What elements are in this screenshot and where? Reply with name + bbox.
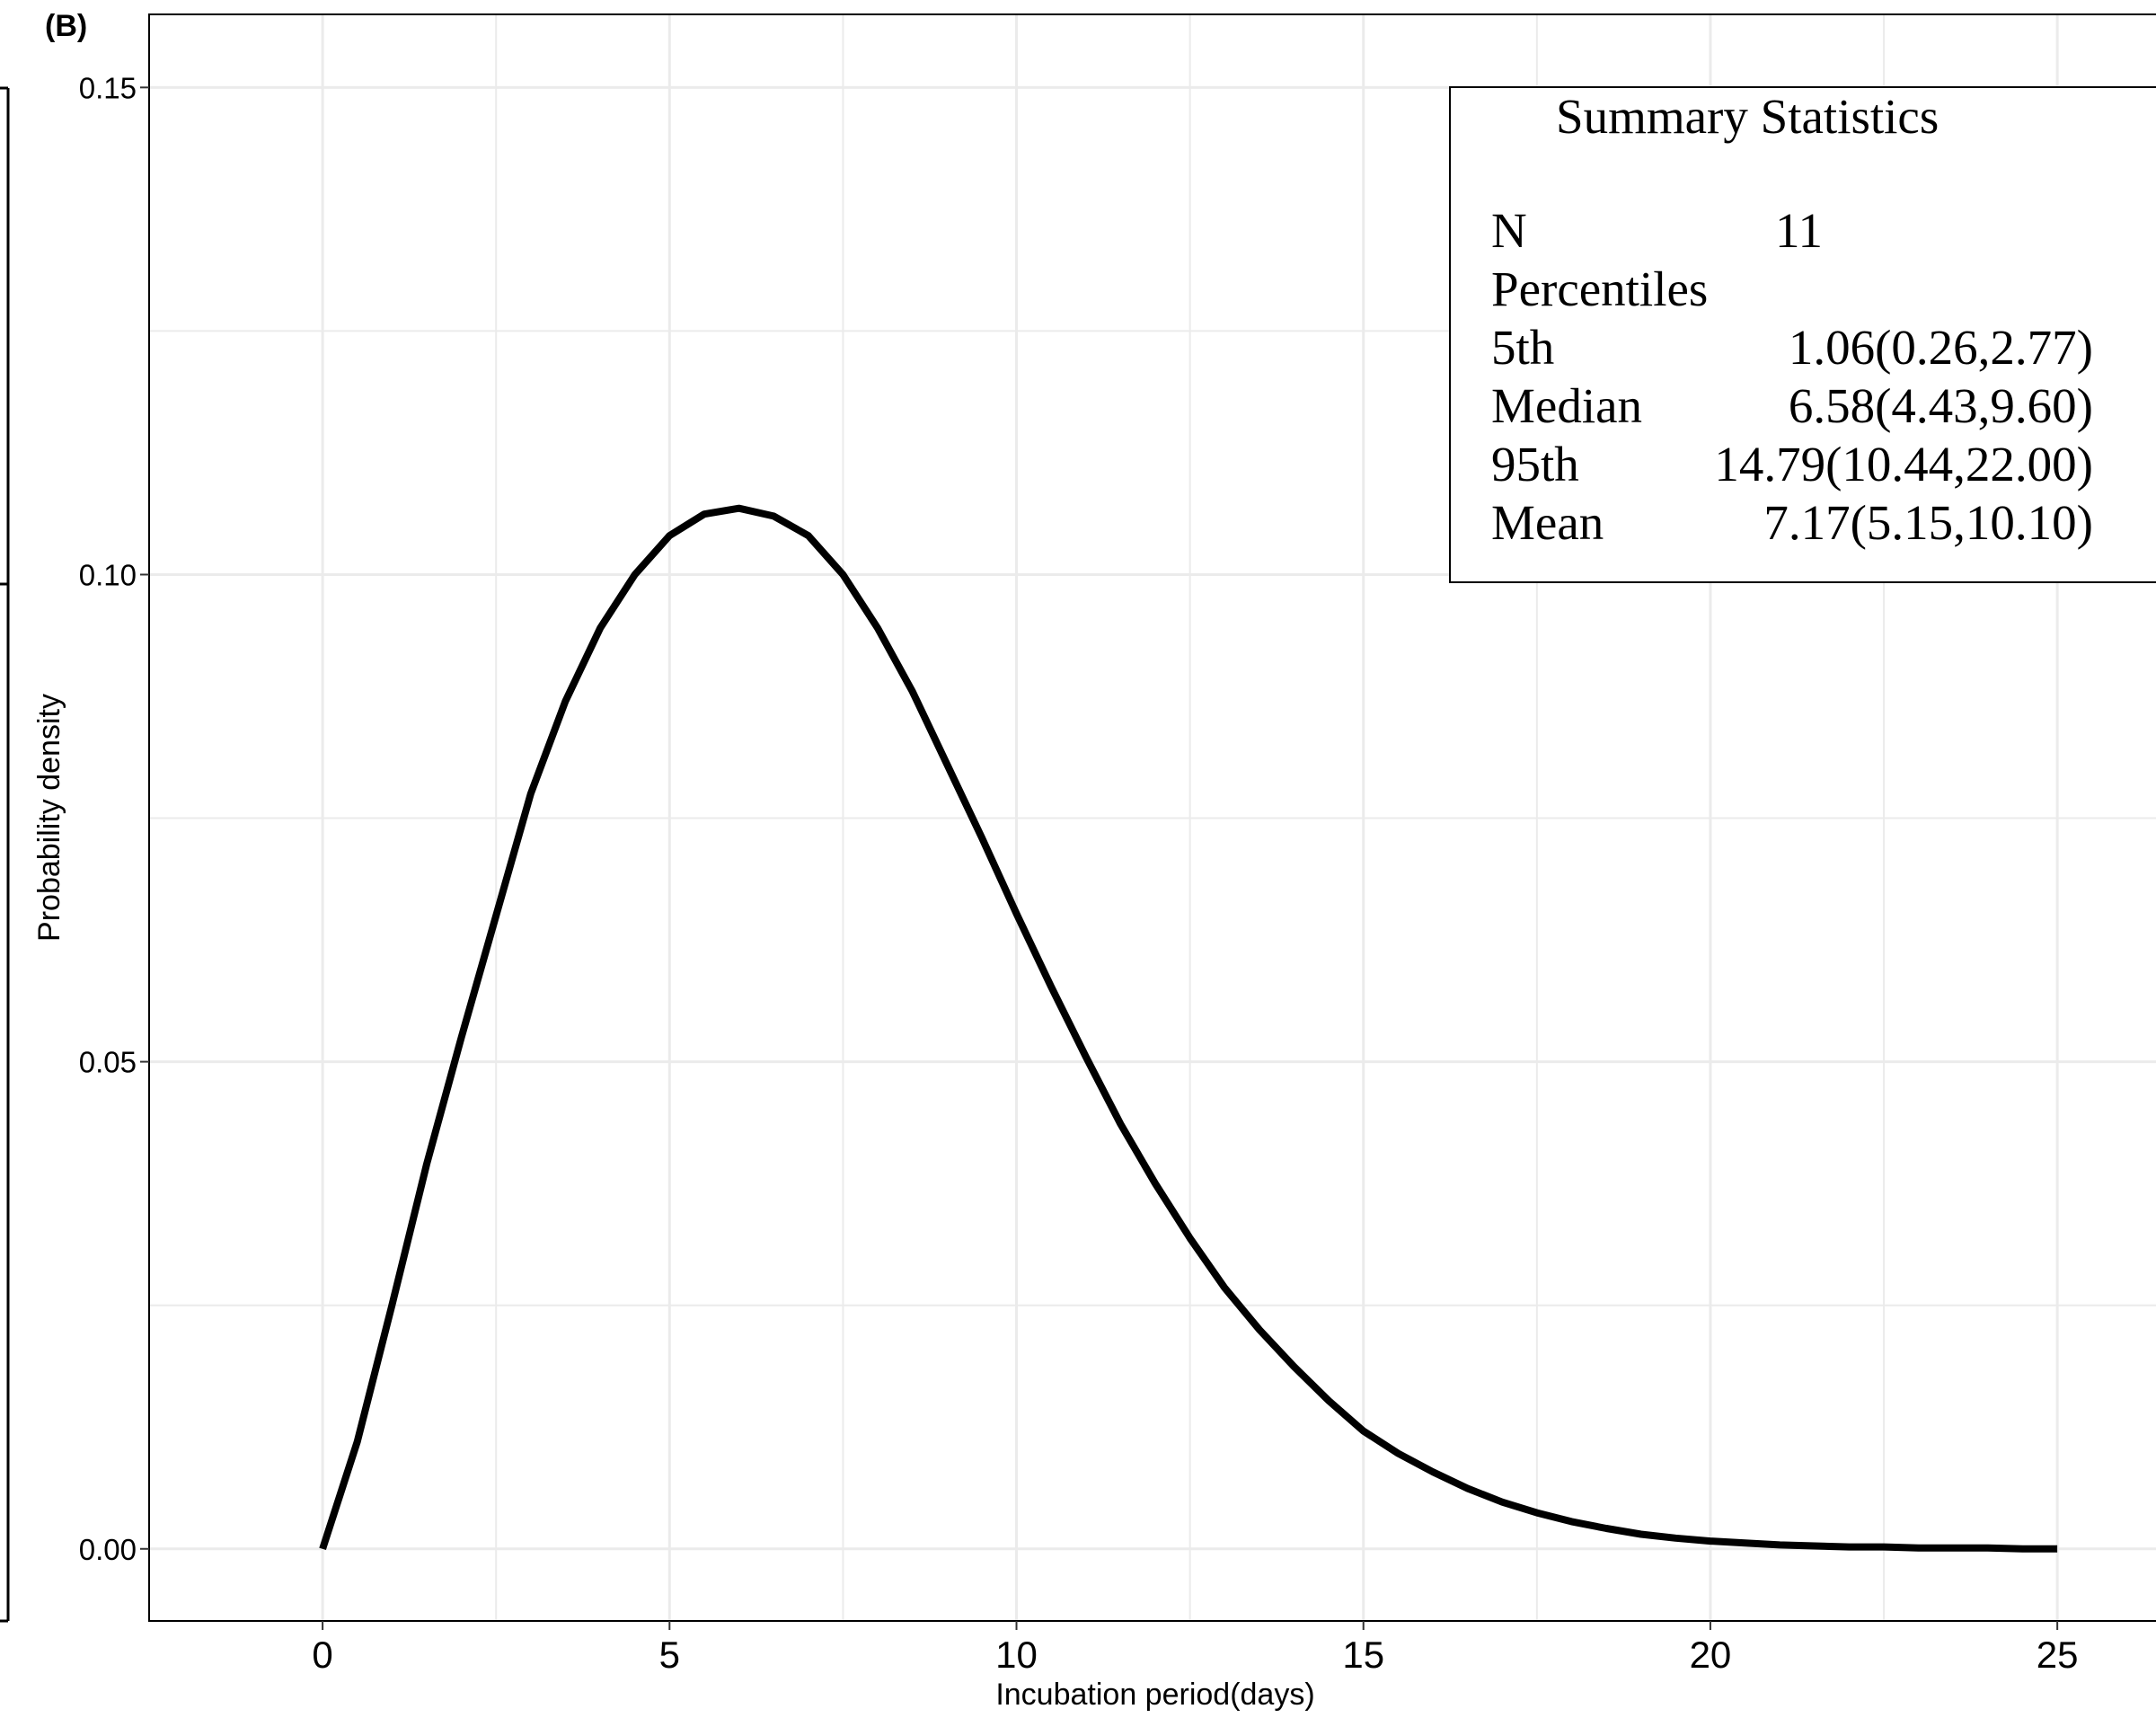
summary-row-value: 6.58(4.43,9.60)	[1789, 378, 2093, 433]
x-tick-label: 10	[995, 1634, 1038, 1676]
x-tick-label: 25	[2037, 1634, 2079, 1676]
x-tick-label: 0	[312, 1634, 332, 1676]
summary-row-label: Percentiles	[1491, 261, 1708, 316]
summary-title: Summary Statistics	[1556, 89, 1939, 144]
summary-row-label: N	[1491, 203, 1527, 258]
summary-box-frame	[1449, 86, 2156, 583]
axis-layer: 0 5 10 15 20 25 0.00 0.05 0.10 0.15	[79, 71, 2079, 1676]
summary-row-value: 11	[1775, 203, 1823, 258]
series-layer	[319, 504, 2058, 1553]
plot-frame	[148, 13, 2156, 1622]
y-tick-label: 0.00	[79, 1533, 137, 1566]
y-tick-label: 0.05	[79, 1046, 137, 1079]
y-tick-label: 0.15	[79, 71, 137, 104]
x-axis-label: Incubation period(days)	[995, 1678, 1314, 1712]
summary-row-label: Mean	[1491, 495, 1604, 550]
panel-label: (B)	[45, 9, 87, 43]
summary-row-label: 95th	[1491, 437, 1579, 491]
y-axis-label: Probability density	[32, 694, 66, 942]
x-tick-label: 15	[1342, 1634, 1384, 1676]
summary-row-label: 5th	[1491, 320, 1554, 375]
summary-row-value: 1.06(0.26,2.77)	[1789, 320, 2093, 375]
x-tick-label: 5	[659, 1634, 680, 1676]
summary-row-value: 14.79(10.44,22.00)	[1714, 437, 2093, 491]
density-line	[319, 504, 2058, 1553]
summary-row-label: Median	[1491, 378, 1642, 433]
summary-row-value: 7.17(5.15,10.10)	[1763, 495, 2093, 550]
x-tick-label: 20	[1690, 1634, 1732, 1676]
y-tick-label: 0.10	[79, 558, 137, 591]
